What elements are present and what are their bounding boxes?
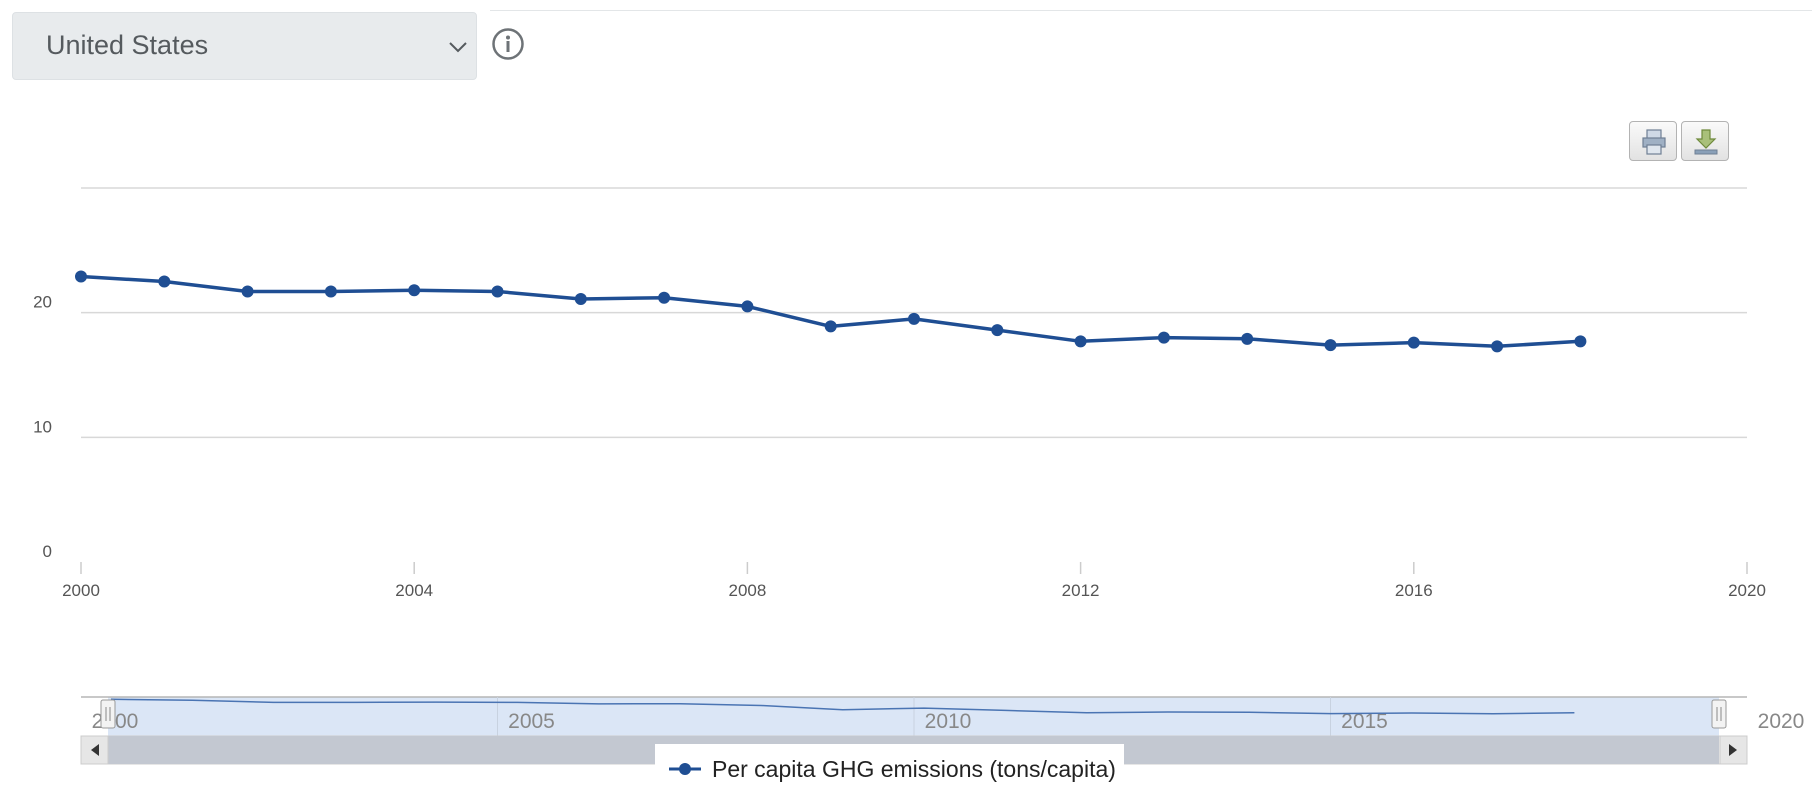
data-point: [1074, 335, 1087, 348]
country-select[interactable]: United States: [12, 12, 477, 80]
navigator-label: 2010: [925, 710, 972, 733]
x-tick-label: 2000: [62, 581, 100, 600]
data-point: [408, 284, 421, 297]
y-tick-label: 0: [43, 542, 52, 561]
data-point: [324, 285, 337, 298]
legend-item[interactable]: Per capita GHG emissions (tons/capita): [655, 744, 1124, 794]
data-point: [1407, 336, 1420, 349]
data-point: [908, 312, 920, 325]
chevron-down-icon: [449, 42, 467, 53]
x-tick-label: 2008: [728, 581, 766, 600]
arrow-left-icon: [91, 744, 99, 756]
x-tick-label: 2016: [1395, 581, 1433, 600]
data-point: [991, 324, 1004, 337]
navigator-series: [110, 698, 1575, 715]
data-point: [1324, 339, 1337, 352]
download-button[interactable]: [1681, 121, 1729, 161]
navigator-label: 2020: [1758, 710, 1805, 733]
x-tick-label: 2012: [1062, 581, 1100, 600]
data-point: [75, 270, 87, 283]
data-point: [1574, 335, 1587, 348]
x-tick-label: 2004: [395, 581, 433, 600]
print-button[interactable]: [1629, 121, 1677, 161]
data-point: [574, 292, 587, 305]
country-select-value: United States: [46, 30, 209, 60]
series-line: [80, 274, 1581, 349]
navigator-handle-right[interactable]: [1711, 699, 1727, 729]
data-point: [1241, 332, 1254, 345]
data-point: [658, 291, 671, 304]
navigator-handle-left[interactable]: [100, 699, 116, 729]
navigator-label: 2005: [508, 710, 555, 733]
y-tick-label: 10: [33, 417, 52, 436]
data-point: [1491, 340, 1504, 353]
arrow-right-icon: [1729, 744, 1737, 756]
data-point: [158, 275, 171, 288]
legend-marker: [669, 763, 701, 775]
navigator-label: 2015: [1341, 710, 1388, 733]
data-point: [1157, 331, 1170, 344]
download-icon: [1694, 129, 1718, 155]
data-point: [824, 320, 837, 333]
data-point: [241, 285, 254, 298]
info-icon[interactable]: [491, 27, 525, 61]
top-divider: [490, 10, 1812, 11]
x-tick-label: 2020: [1728, 581, 1766, 600]
y-tick-label: 20: [33, 293, 52, 312]
data-point: [741, 300, 754, 313]
print-icon: [1642, 129, 1666, 155]
data-point: [491, 285, 504, 298]
legend-label: Per capita GHG emissions (tons/capita): [712, 756, 1116, 782]
scroll-left-button[interactable]: [80, 735, 109, 765]
